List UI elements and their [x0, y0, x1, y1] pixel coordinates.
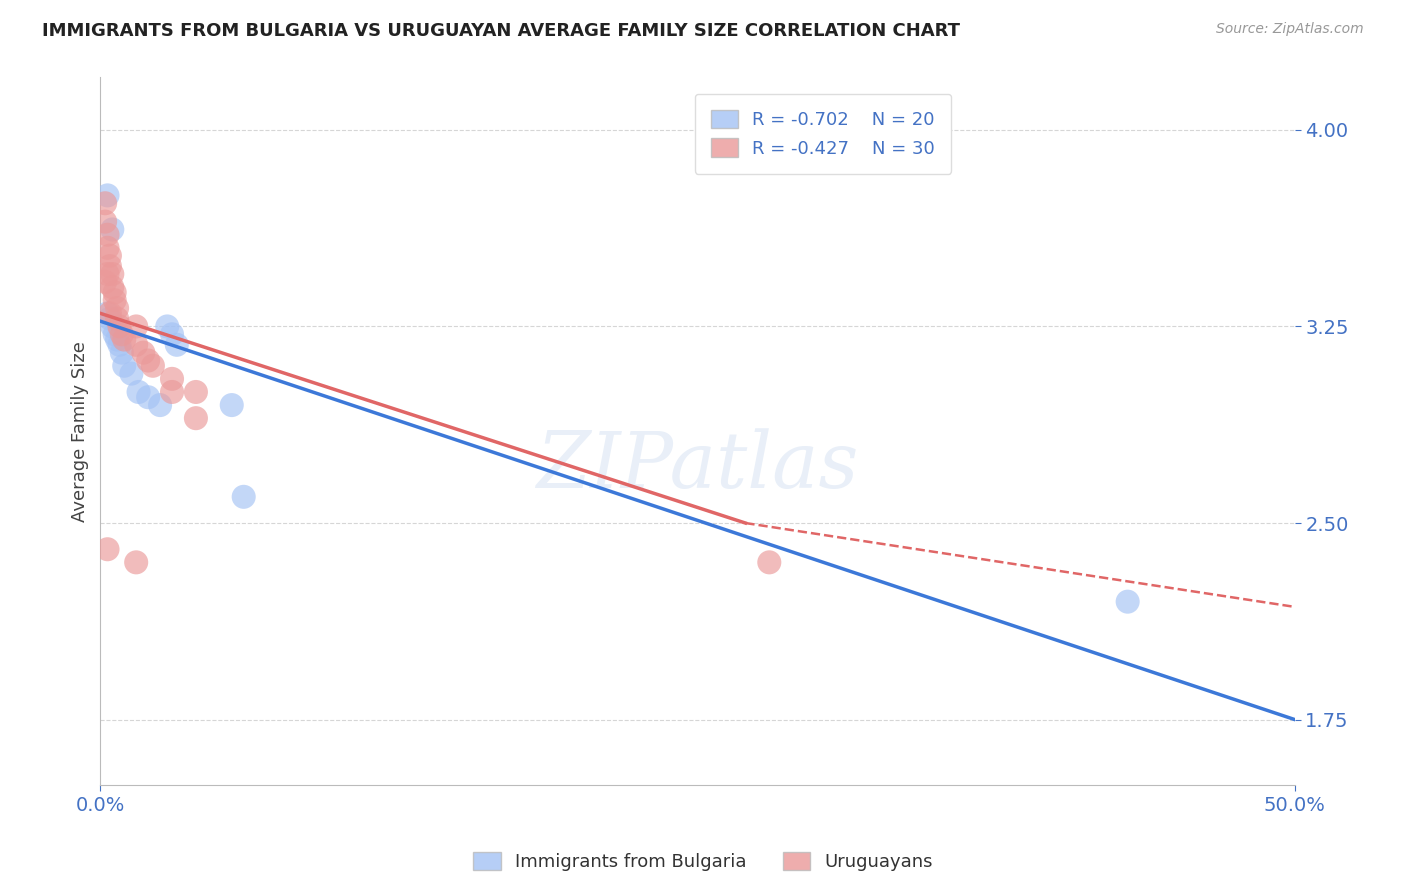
- Point: [221, 398, 243, 412]
- Text: IMMIGRANTS FROM BULGARIA VS URUGUAYAN AVERAGE FAMILY SIZE CORRELATION CHART: IMMIGRANTS FROM BULGARIA VS URUGUAYAN AV…: [42, 22, 960, 40]
- Point: [111, 327, 134, 342]
- Point: [101, 267, 124, 281]
- Text: ZIPatlas: ZIPatlas: [537, 428, 859, 505]
- Point: [94, 214, 117, 228]
- Point: [184, 384, 207, 399]
- Point: [111, 345, 134, 359]
- Point: [149, 398, 172, 412]
- Point: [105, 311, 128, 326]
- Point: [136, 353, 159, 368]
- Point: [112, 333, 135, 347]
- Point: [98, 249, 121, 263]
- Legend: Immigrants from Bulgaria, Uruguayans: Immigrants from Bulgaria, Uruguayans: [467, 845, 939, 879]
- Point: [98, 311, 121, 326]
- Y-axis label: Average Family Size: Average Family Size: [72, 341, 89, 522]
- Point: [758, 555, 780, 569]
- Point: [128, 384, 150, 399]
- Point: [112, 359, 135, 373]
- Point: [108, 319, 131, 334]
- Point: [1116, 595, 1139, 609]
- Point: [160, 384, 183, 399]
- Point: [98, 306, 121, 320]
- Point: [232, 490, 254, 504]
- Point: [104, 293, 127, 308]
- Point: [96, 188, 118, 202]
- Point: [120, 367, 142, 381]
- Point: [104, 285, 127, 300]
- Point: [96, 267, 118, 281]
- Point: [166, 338, 188, 352]
- Point: [96, 227, 118, 242]
- Point: [142, 359, 165, 373]
- Point: [125, 319, 148, 334]
- Point: [184, 411, 207, 425]
- Point: [136, 390, 159, 404]
- Point: [94, 275, 117, 289]
- Point: [156, 319, 179, 334]
- Point: [105, 333, 128, 347]
- Text: Source: ZipAtlas.com: Source: ZipAtlas.com: [1216, 22, 1364, 37]
- Point: [104, 327, 127, 342]
- Legend: R = -0.702    N = 20, R = -0.427    N = 30: R = -0.702 N = 20, R = -0.427 N = 30: [695, 94, 952, 174]
- Point: [160, 327, 183, 342]
- Point: [132, 345, 155, 359]
- Point: [125, 555, 148, 569]
- Point: [125, 338, 148, 352]
- Point: [96, 306, 118, 320]
- Point: [105, 301, 128, 315]
- Point: [98, 259, 121, 273]
- Point: [94, 196, 117, 211]
- Point: [96, 542, 118, 557]
- Point: [160, 372, 183, 386]
- Point: [101, 319, 124, 334]
- Point: [96, 241, 118, 255]
- Point: [101, 280, 124, 294]
- Point: [108, 338, 131, 352]
- Point: [101, 222, 124, 236]
